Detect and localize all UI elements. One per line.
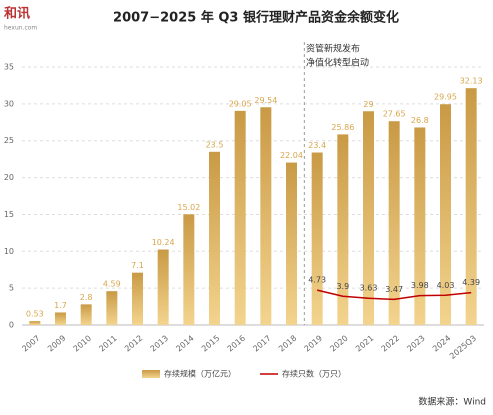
legend-label: 存续规模（万亿元） bbox=[164, 369, 236, 379]
x-tick-label: 2024 bbox=[431, 334, 452, 354]
bar-label: 22.04 bbox=[280, 151, 303, 160]
line-label: 4.39 bbox=[462, 278, 480, 287]
source: 数据来源：Wind bbox=[418, 396, 486, 408]
line-label: 3.98 bbox=[411, 281, 429, 290]
x-tick-label: 2009 bbox=[46, 334, 67, 354]
bar bbox=[337, 134, 349, 325]
bar bbox=[132, 272, 143, 325]
x-tick-label: 2018 bbox=[277, 334, 298, 354]
x-tick-label: 2014 bbox=[174, 334, 195, 354]
line-label: 3.63 bbox=[360, 284, 378, 293]
bar bbox=[260, 107, 272, 325]
y-tick-label: 0 bbox=[9, 321, 14, 330]
line-label: 4.03 bbox=[437, 281, 455, 290]
bar-label: 27.65 bbox=[383, 110, 406, 119]
bar bbox=[55, 312, 66, 325]
x-tick-label: 2022 bbox=[380, 334, 401, 354]
bar-label: 23.4 bbox=[308, 141, 326, 150]
bar bbox=[183, 214, 195, 325]
legend-swatch bbox=[142, 370, 160, 378]
y-tick-label: 15 bbox=[4, 210, 14, 219]
bar-label: 23.5 bbox=[206, 140, 224, 149]
bar bbox=[465, 88, 477, 325]
x-tick-label: 2021 bbox=[354, 334, 375, 354]
bar bbox=[80, 304, 92, 325]
annotation: 净值化转型启动 bbox=[306, 57, 369, 69]
x-tick-label: 2020 bbox=[328, 334, 349, 354]
bar bbox=[234, 110, 246, 325]
x-tick-label: 2017 bbox=[251, 334, 272, 354]
x-tick-label: 2015 bbox=[200, 334, 221, 354]
line-label: 3.9 bbox=[336, 282, 349, 291]
logo-sub: hexun.com bbox=[4, 25, 37, 32]
x-tick-label: 2011 bbox=[97, 334, 118, 354]
y-tick-label: 20 bbox=[4, 173, 14, 182]
bar-label: 29 bbox=[363, 100, 373, 109]
logo: 和讯 bbox=[4, 6, 30, 22]
bar-label: 26.8 bbox=[411, 116, 429, 125]
x-tick-label: 2025Q3 bbox=[448, 334, 478, 361]
bar-label: 25.86 bbox=[331, 123, 354, 132]
bar bbox=[311, 152, 323, 325]
x-tick-label: 2012 bbox=[123, 334, 144, 354]
bar bbox=[414, 127, 426, 326]
bar-label: 4.59 bbox=[103, 280, 121, 289]
bar bbox=[388, 121, 400, 325]
bar-label: 29.95 bbox=[434, 93, 457, 102]
bar-label: 29.54 bbox=[254, 96, 277, 105]
line-label: 4.73 bbox=[308, 276, 326, 285]
x-tick-label: 2010 bbox=[72, 334, 93, 354]
annotation: 资管新规发布 bbox=[306, 43, 360, 55]
bar bbox=[363, 111, 374, 325]
chart-title: 2007−2025 年 Q3 银行理财产品资金余额变化 bbox=[113, 10, 399, 26]
y-tick-label: 25 bbox=[4, 136, 14, 145]
bar-label: 15.02 bbox=[177, 203, 200, 212]
y-tick-label: 5 bbox=[9, 284, 14, 293]
bar bbox=[29, 321, 41, 325]
legend-label: 存续只数（万只） bbox=[282, 369, 346, 379]
x-tick-label: 2023 bbox=[405, 334, 426, 354]
x-tick-label: 2013 bbox=[149, 334, 170, 354]
bar bbox=[286, 162, 297, 325]
x-tick-label: 2007 bbox=[20, 334, 41, 354]
y-tick-label: 30 bbox=[4, 99, 14, 108]
line bbox=[316, 289, 472, 301]
bar-label: 29.05 bbox=[229, 99, 252, 108]
bar-label: 32.13 bbox=[460, 77, 483, 86]
bar-label: 7.1 bbox=[131, 261, 144, 270]
bar-label: 1.7 bbox=[54, 301, 67, 310]
bar-label: 10.24 bbox=[152, 238, 175, 247]
line-label: 3.47 bbox=[385, 285, 403, 294]
y-tick-label: 35 bbox=[4, 63, 14, 72]
x-tick-label: 2019 bbox=[303, 334, 324, 354]
bar bbox=[209, 151, 220, 325]
bar bbox=[157, 249, 169, 325]
bar-label: 2.8 bbox=[80, 293, 93, 302]
bar bbox=[106, 291, 118, 325]
y-tick-label: 10 bbox=[4, 247, 14, 256]
bar-label: 0.53 bbox=[26, 310, 44, 319]
x-tick-label: 2016 bbox=[226, 334, 247, 354]
bar bbox=[440, 104, 451, 325]
